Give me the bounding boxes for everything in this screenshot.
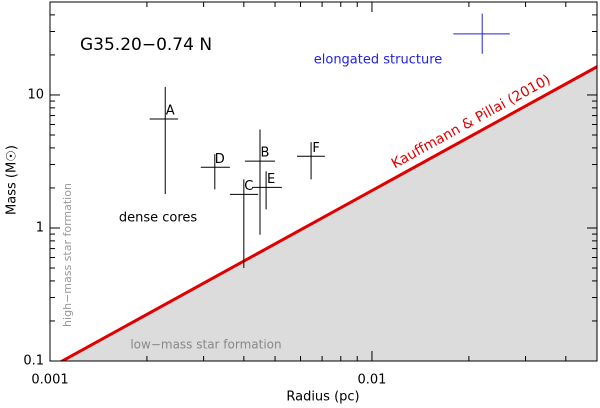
region-label: high−mass star formation [61, 183, 74, 327]
x-tick-label: 0.001 [31, 373, 68, 388]
region-label: low−mass star formation [130, 338, 281, 352]
point-label: F [312, 141, 319, 156]
point-label: D [215, 152, 225, 167]
plot-frame [49, 1, 598, 362]
point-label: E [267, 172, 275, 187]
y-tick-label: 0.1 [23, 354, 44, 369]
x-tick-label: 0.01 [357, 373, 386, 388]
threshold-line [59, 65, 597, 361]
point-label: C [244, 179, 253, 194]
point-label: A [166, 103, 175, 118]
y-axis-label: Mass (M☉) [5, 145, 20, 215]
y-tick-label: 1 [36, 220, 44, 235]
x-axis-label: Radius (pc) [286, 390, 359, 405]
shaded-region [50, 66, 597, 361]
y-tick-label: 10 [27, 87, 44, 102]
point-label: B [261, 146, 270, 161]
series-label: dense cores [119, 211, 198, 226]
chart-title: G35.20−0.74 N [80, 35, 212, 55]
series-label: elongated structure [314, 53, 443, 68]
plot-area [50, 65, 597, 361]
